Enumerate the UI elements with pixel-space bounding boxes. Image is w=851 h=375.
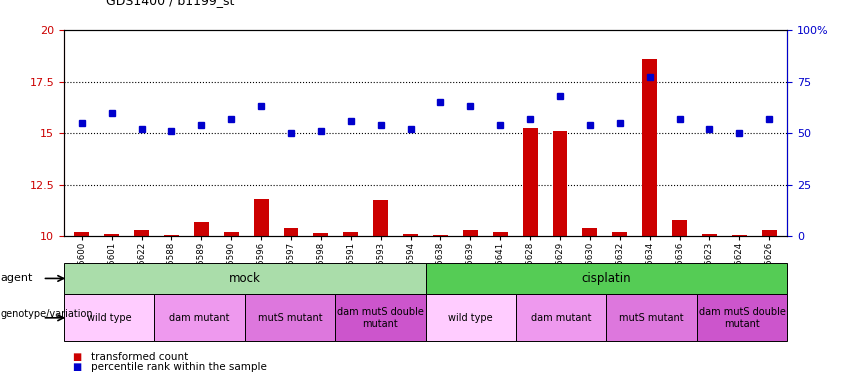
Bar	[374, 200, 388, 236]
Bar	[552, 131, 568, 236]
Bar	[134, 230, 149, 236]
Bar	[433, 235, 448, 236]
Bar	[702, 234, 717, 236]
Bar	[762, 230, 777, 236]
Bar	[164, 235, 179, 236]
Bar	[194, 222, 208, 236]
Bar	[697, 294, 787, 341]
Text: agent: agent	[1, 273, 33, 284]
Bar	[493, 232, 508, 236]
Text: mutS mutant: mutS mutant	[620, 313, 684, 323]
Bar	[523, 128, 538, 236]
Bar	[607, 294, 697, 341]
Text: wild type: wild type	[448, 313, 493, 323]
Bar	[64, 262, 426, 294]
Text: ■: ■	[72, 352, 82, 362]
Bar	[64, 294, 154, 341]
Text: wild type: wild type	[87, 313, 131, 323]
Bar	[403, 234, 418, 236]
Text: percentile rank within the sample: percentile rank within the sample	[91, 362, 267, 372]
Text: transformed count: transformed count	[91, 352, 188, 362]
Text: cisplatin: cisplatin	[581, 272, 631, 285]
Bar	[672, 220, 687, 236]
Bar	[283, 228, 299, 236]
Bar	[335, 294, 426, 341]
Bar	[463, 230, 477, 236]
Text: mutS mutant: mutS mutant	[258, 313, 323, 323]
Text: ■: ■	[72, 362, 82, 372]
Bar	[245, 294, 335, 341]
Bar	[343, 232, 358, 236]
Text: dam mutant: dam mutant	[531, 313, 591, 323]
Text: GDS1400 / b1199_st: GDS1400 / b1199_st	[106, 0, 235, 8]
Bar	[613, 232, 627, 236]
Text: genotype/variation: genotype/variation	[1, 309, 94, 319]
Text: dam mutS double
mutant: dam mutS double mutant	[699, 307, 785, 328]
Bar	[426, 294, 516, 341]
Bar	[224, 232, 238, 236]
Text: mock: mock	[229, 272, 260, 285]
Bar	[516, 294, 607, 341]
Text: dam mutS double
mutant: dam mutS double mutant	[337, 307, 424, 328]
Bar	[732, 235, 747, 236]
Bar	[582, 228, 597, 236]
Bar	[426, 262, 787, 294]
Bar	[643, 59, 657, 236]
Bar	[154, 294, 245, 341]
Bar	[313, 233, 328, 236]
Text: dam mutant: dam mutant	[169, 313, 230, 323]
Bar	[74, 232, 89, 236]
Bar	[254, 199, 269, 236]
Bar	[104, 234, 119, 236]
